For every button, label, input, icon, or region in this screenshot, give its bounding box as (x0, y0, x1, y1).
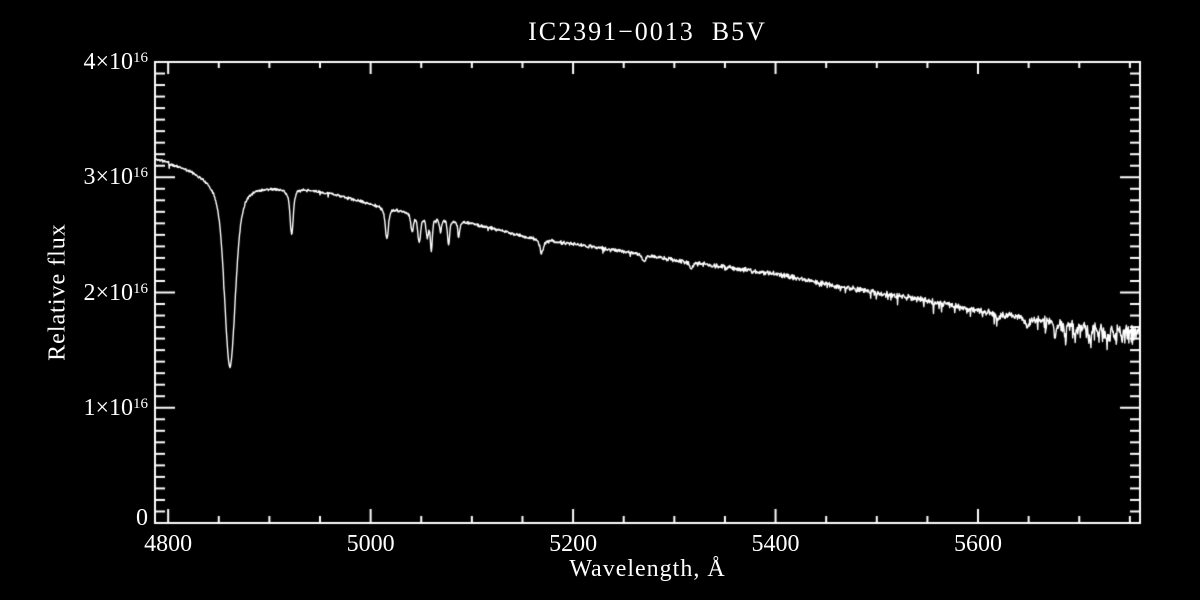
y-tick-mantissa: 3×10 (83, 164, 133, 191)
y-axis-title: Relative flux (44, 223, 71, 361)
y-tick-exponent: 16 (133, 165, 148, 182)
y-tick-mantissa: 0 (136, 505, 148, 531)
y-tick-label: 1×1016 (83, 395, 148, 421)
x-tick-label: 5200 (549, 531, 598, 557)
x-tick-label: 5400 (751, 531, 800, 557)
y-tick-label: 2×1016 (83, 280, 148, 306)
y-tick-label: 0 (136, 505, 148, 531)
y-tick-exponent: 16 (133, 280, 148, 297)
plot-title: IC2391−0013 B5V (528, 17, 767, 46)
x-axis-title: Wavelength, Å (569, 556, 726, 582)
x-tick-label: 5000 (346, 531, 395, 557)
y-tick-mantissa: 2×10 (83, 279, 133, 306)
y-tick-label: 3×1016 (83, 164, 148, 190)
x-tick-label: 5600 (954, 531, 1003, 557)
y-tick-mantissa: 1×10 (83, 394, 133, 421)
y-tick-label: 4×1016 (83, 49, 148, 75)
y-tick-exponent: 16 (133, 50, 148, 66)
y-tick-exponent: 16 (133, 395, 148, 412)
y-tick-mantissa: 4×10 (83, 49, 133, 75)
x-tick-label: 4800 (144, 531, 193, 557)
